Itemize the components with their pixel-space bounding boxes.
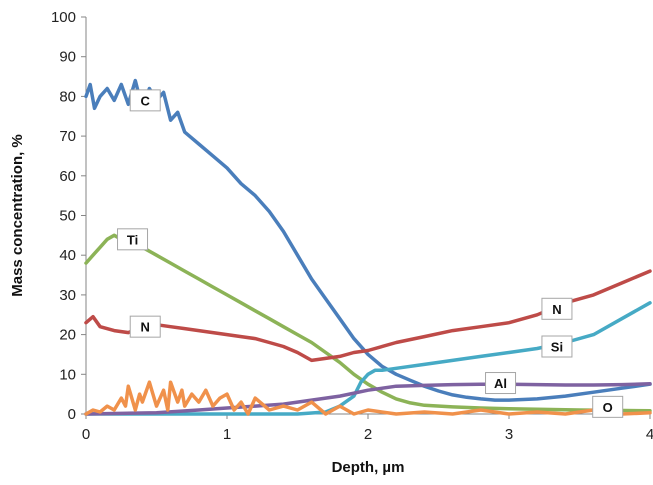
series-labels: C Ti N N Si Al O <box>117 89 624 418</box>
y-tick-label: 70 <box>59 128 76 145</box>
series-label-o: O <box>592 395 624 418</box>
x-tick-label: 0 <box>82 426 90 443</box>
series-label-box <box>541 335 573 358</box>
series-label-text: C <box>141 93 151 108</box>
x-axis-title: Depth, µm <box>332 459 405 476</box>
series-label-box <box>541 297 573 320</box>
y-tick-label: 100 <box>51 9 76 26</box>
y-axis-ticks: 0 10 20 30 40 50 60 70 80 90 100 <box>51 9 86 423</box>
y-tick-label: 30 <box>59 287 76 304</box>
y-axis-title: Mass concentration, % <box>9 134 26 297</box>
series-label-text: Si <box>551 340 563 355</box>
series-label-c: C <box>129 89 161 112</box>
x-axis-ticks: 0 1 2 3 4 <box>82 414 653 443</box>
series-label-al: Al <box>485 372 517 395</box>
series-label-si: Si <box>541 335 573 358</box>
series-label-text: N <box>141 320 150 335</box>
series-line-c <box>84 78 652 402</box>
series-label-box <box>129 89 161 112</box>
series-label-text: Ti <box>127 232 138 247</box>
y-tick-label: 40 <box>59 247 76 264</box>
series-label-box <box>129 315 161 338</box>
y-tick-label: 80 <box>59 88 76 105</box>
series-label-text: Al <box>494 376 507 391</box>
x-tick-label: 4 <box>646 426 653 443</box>
y-tick-label: 20 <box>59 327 76 344</box>
series-label-box <box>592 395 624 418</box>
series-label-text: O <box>603 400 613 415</box>
series-line-o <box>84 380 652 416</box>
series-label-ti: Ti <box>117 228 149 251</box>
series-label-n: N <box>541 297 573 320</box>
y-tick-label: 50 <box>59 208 76 225</box>
series-label-box <box>117 228 149 251</box>
series-lines <box>84 78 652 416</box>
x-tick-label: 2 <box>364 426 372 443</box>
series-line-al <box>84 382 652 416</box>
y-tick-label: 90 <box>59 49 76 66</box>
series-label-text: N <box>552 302 561 317</box>
series-label-box <box>485 372 517 395</box>
x-tick-label: 1 <box>223 426 231 443</box>
x-tick-label: 3 <box>505 426 513 443</box>
y-tick-label: 0 <box>68 406 76 423</box>
series-label-n: N <box>129 315 161 338</box>
y-tick-label: 60 <box>59 168 76 185</box>
y-tick-label: 10 <box>59 366 76 383</box>
